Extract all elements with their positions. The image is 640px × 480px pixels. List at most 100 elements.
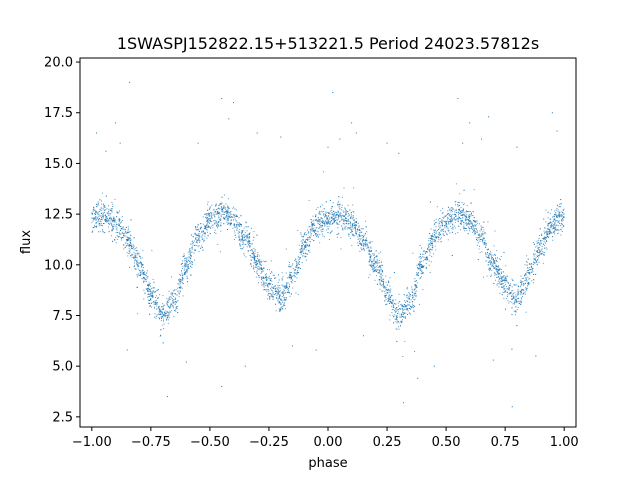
data-point [537,252,539,254]
data-point [559,203,561,205]
data-point [543,232,545,234]
data-point [466,230,468,232]
data-point [343,215,345,217]
data-point [345,211,347,213]
data-point [460,210,462,212]
data-point [557,209,559,211]
data-point [400,320,402,322]
data-point [286,283,288,285]
data-point [277,300,279,302]
data-point [486,253,488,255]
data-point [111,224,113,226]
data-point [413,310,415,312]
data-point [125,242,127,244]
data-point [382,281,384,283]
data-point [258,259,260,261]
data-point [161,312,163,314]
data-point [281,305,283,307]
data-point [355,232,357,234]
data-point [507,294,509,296]
data-point [300,253,302,255]
data-point [476,239,478,241]
data-point [288,277,290,279]
data-point [480,238,482,240]
data-point [466,205,468,207]
data-point [207,224,209,226]
data-point [315,227,317,229]
data-point [102,208,104,210]
data-point [535,256,537,258]
data-point [206,237,208,239]
data-point [350,225,352,227]
data-point [156,305,158,307]
data-point [539,239,541,241]
data-point [489,270,491,272]
data-point [504,278,506,280]
data-point [127,255,129,257]
data-point [533,243,535,245]
data-point [449,232,451,234]
data-point [262,277,264,279]
data-point [549,229,551,231]
data-point [282,276,284,278]
data-point [343,211,345,213]
data-point [387,288,389,290]
data-point [247,226,249,228]
data-point [142,273,144,275]
data-point [327,222,329,224]
data-point [338,213,340,215]
data-point [504,281,506,283]
data-point [473,217,475,219]
data-point [169,304,171,306]
data-point [370,255,372,257]
data-point [425,259,427,261]
data-point [513,303,515,305]
data-point [229,222,231,224]
data-point [204,233,206,235]
data-point [359,233,361,235]
data-point [422,272,424,274]
data-point [375,269,377,271]
data-point [461,214,463,216]
data-point [538,250,540,252]
data-point [339,215,341,217]
data-point [257,263,259,265]
data-point [304,252,306,254]
data-point [150,287,152,289]
data-point [199,247,201,249]
data-point [192,242,194,244]
data-point [384,287,386,289]
data-point [439,234,441,236]
data-point [238,224,240,226]
data-point [373,265,375,267]
data-point [406,305,408,307]
data-point [446,226,448,228]
data-point [281,301,283,303]
data-point [93,217,95,219]
data-point [531,267,533,269]
data-point [211,212,213,214]
data-point [281,279,283,281]
data-point [282,291,284,293]
data-point [365,225,367,227]
data-point [93,226,95,228]
data-point [333,215,335,217]
data-point [404,340,406,342]
data-point [395,311,397,313]
data-point [460,223,462,225]
data-point [487,221,489,223]
data-point [381,280,383,282]
data-point [422,256,424,258]
data-point [333,218,335,220]
data-point [294,274,296,276]
data-point [376,269,378,271]
data-point [455,183,457,185]
data-point [430,237,432,239]
data-point [240,235,242,237]
data-point [526,261,528,263]
data-point [257,254,259,256]
data-point [514,310,516,312]
data-point [210,213,212,215]
data-point [328,239,330,241]
data-point [552,239,554,241]
